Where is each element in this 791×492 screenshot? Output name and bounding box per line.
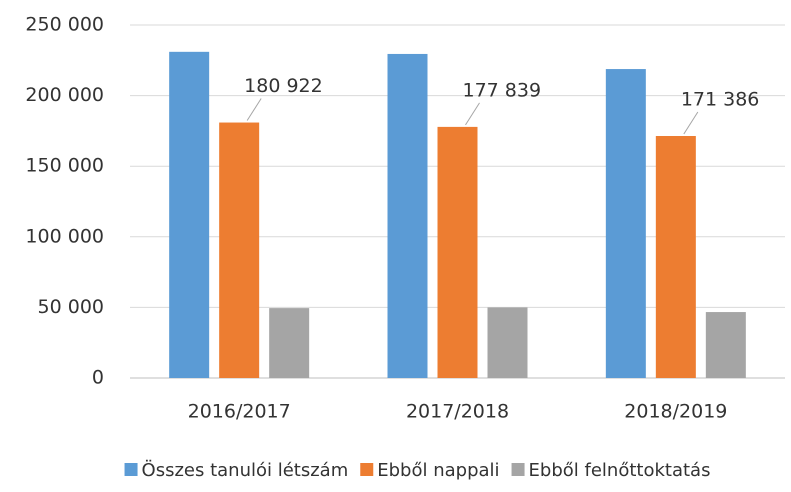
bar <box>219 122 260 378</box>
data-label: 171 386 <box>681 89 760 111</box>
y-tick-label: 200 000 <box>25 84 104 106</box>
bar <box>705 312 746 378</box>
bar <box>655 136 696 378</box>
legend-label: Összes tanulói létszám <box>142 459 349 481</box>
y-tick-label: 0 <box>92 367 104 389</box>
bar <box>269 308 310 378</box>
legend-swatch <box>124 463 138 476</box>
y-tick-label: 100 000 <box>25 225 104 247</box>
x-tick-label: 2017/2018 <box>406 401 509 423</box>
legend-swatch <box>511 463 525 476</box>
bar <box>487 307 528 378</box>
x-tick-label: 2018/2019 <box>624 401 727 423</box>
leader-line <box>683 111 699 135</box>
bar <box>387 53 428 379</box>
bar <box>437 126 478 379</box>
y-tick-label: 50 000 <box>38 296 104 318</box>
y-tick-label: 250 000 <box>25 14 104 36</box>
data-label: 177 839 <box>463 79 542 101</box>
leader-line <box>246 98 262 121</box>
data-label: 180 922 <box>244 75 323 97</box>
legend-label: Ebből felnőttoktatás <box>529 460 711 481</box>
legend-swatch <box>360 463 374 476</box>
bar <box>169 51 210 378</box>
x-tick-label: 2016/2017 <box>188 401 291 423</box>
legend-label: Ebből nappali <box>377 460 499 481</box>
leader-line <box>465 102 480 126</box>
bar <box>605 69 646 379</box>
y-tick-label: 150 000 <box>25 155 104 177</box>
